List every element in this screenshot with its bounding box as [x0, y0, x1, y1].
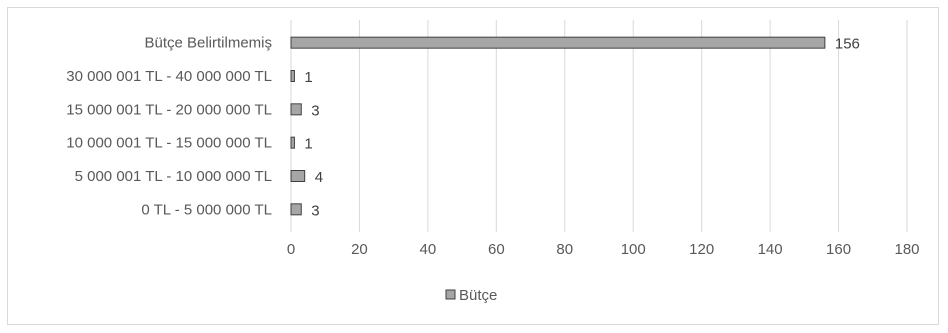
- bars: [290, 36, 826, 216]
- bar: [290, 170, 306, 182]
- bar: [290, 136, 295, 149]
- bar: [290, 103, 302, 116]
- category-label: 30 000 001 TL - 40 000 000 TL: [66, 68, 272, 85]
- data-label: 1: [304, 136, 312, 153]
- data-label: 1: [304, 69, 312, 86]
- gridlines: [290, 20, 908, 232]
- x-tick-labels: 0 20 40 60 80 100 120 140 160 180: [287, 241, 920, 258]
- x-tick-label: 180: [894, 241, 919, 258]
- legend-swatch: [445, 289, 456, 300]
- chart-frame: [7, 7, 939, 325]
- bar: [290, 36, 826, 49]
- legend-label: Bütçe: [459, 287, 497, 304]
- data-label: 156: [835, 36, 860, 53]
- category-label: 15 000 001 TL - 20 000 000 TL: [66, 101, 272, 118]
- x-tick-label: 60: [488, 241, 505, 258]
- data-label: 3: [311, 102, 319, 119]
- data-label: 3: [311, 202, 319, 219]
- x-tick-label: 40: [420, 241, 437, 258]
- category-label: 5 000 001 TL - 10 000 000 TL: [75, 168, 272, 185]
- x-tick-label: 80: [556, 241, 573, 258]
- data-label: 4: [315, 169, 323, 186]
- legend: Bütçe: [445, 287, 497, 304]
- category-label: 0 TL - 5 000 000 TL: [141, 201, 272, 218]
- bar: [290, 70, 295, 82]
- x-tick-label: 160: [826, 241, 851, 258]
- x-tick-label: 20: [351, 241, 368, 258]
- x-tick-label: 100: [621, 241, 646, 258]
- bar: [290, 203, 302, 216]
- x-tick-label: 120: [689, 241, 714, 258]
- x-tick-label: 140: [758, 241, 783, 258]
- category-labels: 0 TL - 5 000 000 TL 5 000 001 TL - 10 000…: [66, 35, 272, 219]
- x-tick-label: 0: [287, 241, 295, 258]
- category-label: Bütçe Belirtilmemiş: [144, 35, 272, 52]
- category-label: 10 000 001 TL - 15 000 000 TL: [66, 135, 272, 152]
